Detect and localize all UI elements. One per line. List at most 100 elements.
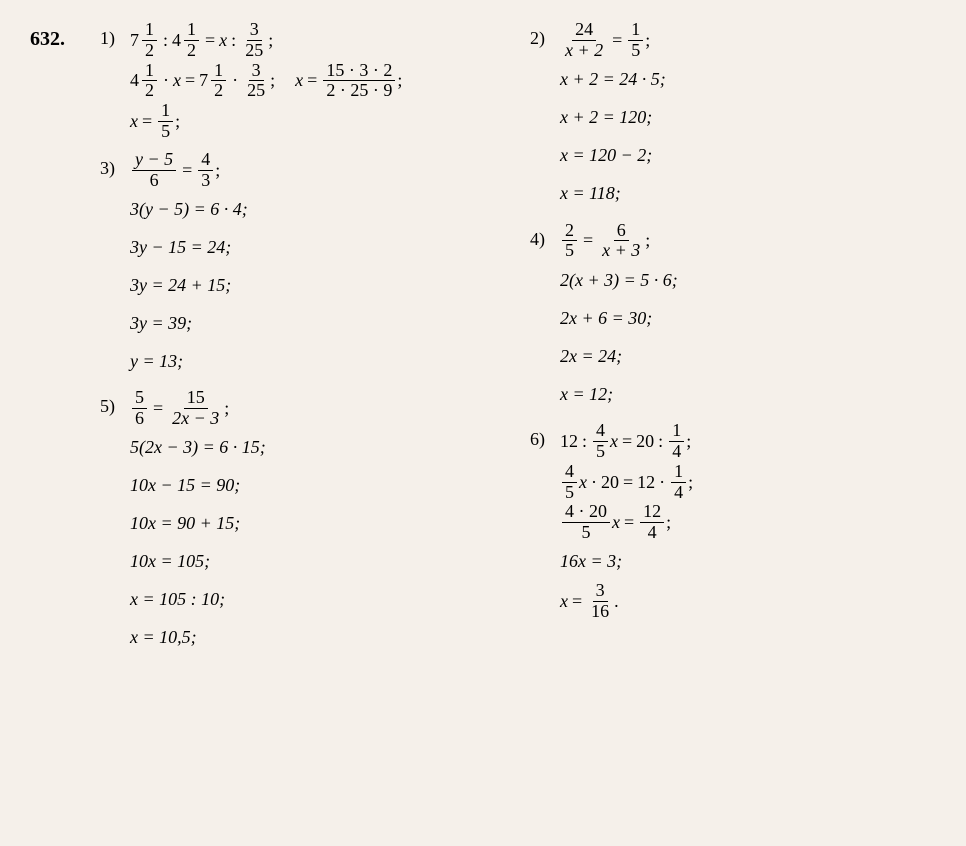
frac-num: 1 <box>184 20 199 41</box>
variable: x <box>130 111 138 132</box>
frac-num: 3 <box>593 581 608 602</box>
equation-line: y = 13; <box>130 342 248 380</box>
frac-num: 1 <box>628 20 643 41</box>
variable: x <box>579 472 587 493</box>
frac-num: 4 · 20 <box>562 502 610 523</box>
frac-den: 25 <box>244 81 268 101</box>
frac-num: 15 <box>184 388 208 409</box>
sub-label: 1) <box>100 20 122 49</box>
frac-den: 4 <box>671 483 686 503</box>
frac-num: 1 <box>669 421 684 442</box>
mixed-whole: 4 <box>172 30 181 51</box>
math-lines: y − 56 = 43 ; 3(y − 5) = 6 · 4; 3y − 15 … <box>130 150 248 381</box>
equation-line: x = 12; <box>560 375 678 413</box>
frac-num: 1 <box>158 101 173 122</box>
frac-den: 4 <box>645 523 660 543</box>
equation-line: 10x = 90 + 15; <box>130 505 266 543</box>
equation-line: 2x = 24; <box>560 337 678 375</box>
variable: x <box>295 70 303 91</box>
equation-line: x + 2 = 24 · 5; <box>560 61 666 99</box>
subproblem-3: 3) y − 56 = 43 ; 3(y − 5) = 6 · 4; 3y − … <box>100 150 520 381</box>
frac-num: 6 <box>614 221 629 242</box>
math-lines: 25 = 6x + 3 ; 2(x + 3) = 5 · 6; 2x + 6 =… <box>560 221 678 414</box>
variable: x <box>612 512 620 533</box>
equation-line: 3y − 15 = 24; <box>130 228 248 266</box>
frac-den: 4 <box>669 442 684 462</box>
frac-den: 25 <box>242 41 266 61</box>
frac-num: 1 <box>142 20 157 41</box>
frac-den: 5 <box>579 523 594 543</box>
frac-den: 2 <box>184 41 199 61</box>
frac-den: 16 <box>588 602 612 622</box>
frac-den: 3 <box>198 171 213 191</box>
sub-label: 4) <box>530 221 552 250</box>
frac-num: 15 · 3 · 2 <box>323 61 395 82</box>
equation-line: 4 · 205 x = 124 ; <box>560 502 693 543</box>
equation-line: 3y = 24 + 15; <box>130 266 248 304</box>
frac-den: 2 <box>211 81 226 101</box>
subproblem-6: 6) 12 : 45 x = 20 : 14 ; 45 x · 20 <box>530 421 950 621</box>
math-lines: 12 : 45 x = 20 : 14 ; 45 x · 20 = 12 <box>560 421 693 621</box>
math-lines: 56 = 152x − 3 ; 5(2x − 3) = 6 · 15; 10x … <box>130 388 266 657</box>
frac-den: 5 <box>158 122 173 142</box>
equation-line: 3(y − 5) = 6 · 4; <box>130 190 248 228</box>
number: 20 <box>601 472 619 493</box>
frac-den: 2 · 25 · 9 <box>323 81 395 101</box>
frac-den: 5 <box>562 483 577 503</box>
frac-num: 2 <box>562 221 577 242</box>
variable: x <box>173 70 181 91</box>
frac-den: 6 <box>147 171 162 191</box>
right-column: 2) 24x + 2 = 15 ; x + 2 = 24 · 5; x + 2 … <box>530 20 950 665</box>
frac-num: y − 5 <box>132 150 176 171</box>
equation-line: 5(2x − 3) = 6 · 15; <box>130 429 266 467</box>
sub-label: 2) <box>530 20 552 49</box>
equation-line: 3y = 39; <box>130 304 248 342</box>
equation-line: 2(x + 3) = 5 · 6; <box>560 261 678 299</box>
equation-line: x = 15 ; <box>130 101 402 142</box>
equation-line: 412 · x = 712 · 325 ; x = 15 · 3 · 22 · … <box>130 61 402 102</box>
frac-den: 6 <box>132 409 147 429</box>
frac-num: 12 <box>640 502 664 523</box>
sub-label: 5) <box>100 388 122 417</box>
frac-den: 2x − 3 <box>169 409 222 429</box>
frac-num: 4 <box>198 150 213 171</box>
frac-den: 5 <box>628 41 643 61</box>
number: 20 <box>636 431 654 452</box>
frac-den: 2 <box>142 81 157 101</box>
math-lines: 712 : 412 = x : 325 ; 412 · x = 712 · 32… <box>130 20 402 142</box>
frac-num: 3 <box>249 61 264 82</box>
sub-label: 6) <box>530 421 552 450</box>
subproblem-5: 5) 56 = 152x − 3 ; 5(2x − 3) = 6 · 15; 1… <box>100 388 520 657</box>
equation-line: x = 10,5; <box>130 619 266 657</box>
equation-line: x + 2 = 120; <box>560 99 666 137</box>
sub-label: 3) <box>100 150 122 179</box>
equation-line: 10x − 15 = 90; <box>130 467 266 505</box>
equation-line: 24x + 2 = 15 ; <box>560 20 666 61</box>
frac-den: x + 3 <box>599 241 643 261</box>
variable: x <box>560 591 568 612</box>
frac-num: 3 <box>247 20 262 41</box>
equation-line: x = 118; <box>560 175 666 213</box>
mixed-whole: 7 <box>199 70 208 91</box>
equation-line: 712 : 412 = x : 325 ; <box>130 20 402 61</box>
equation-line: 56 = 152x − 3 ; <box>130 388 266 429</box>
equation-line: 16x = 3; <box>560 543 693 581</box>
equation-line: 10x = 105; <box>130 543 266 581</box>
equation-line: 12 : 45 x = 20 : 14 ; <box>560 421 693 462</box>
frac-num: 5 <box>132 388 147 409</box>
equation-line: y − 56 = 43 ; <box>130 150 248 191</box>
equation-line: x = 120 − 2; <box>560 137 666 175</box>
subproblem-1: 1) 712 : 412 = x : 325 ; 412 · x = 7 <box>100 20 520 142</box>
frac-num: 1 <box>142 61 157 82</box>
equation-line: 45 x · 20 = 12 · 14 ; <box>560 462 693 503</box>
frac-num: 1 <box>211 61 226 82</box>
frac-den: 2 <box>142 41 157 61</box>
mixed-whole: 7 <box>130 30 139 51</box>
frac-den: 5 <box>562 241 577 261</box>
equation-line: 2x + 6 = 30; <box>560 299 678 337</box>
number: 12 <box>560 431 578 452</box>
frac-num: 4 <box>562 462 577 483</box>
equation-line: x = 316 . <box>560 581 693 622</box>
equation-line: x = 105 : 10; <box>130 581 266 619</box>
problem-number: 632. <box>30 20 90 665</box>
